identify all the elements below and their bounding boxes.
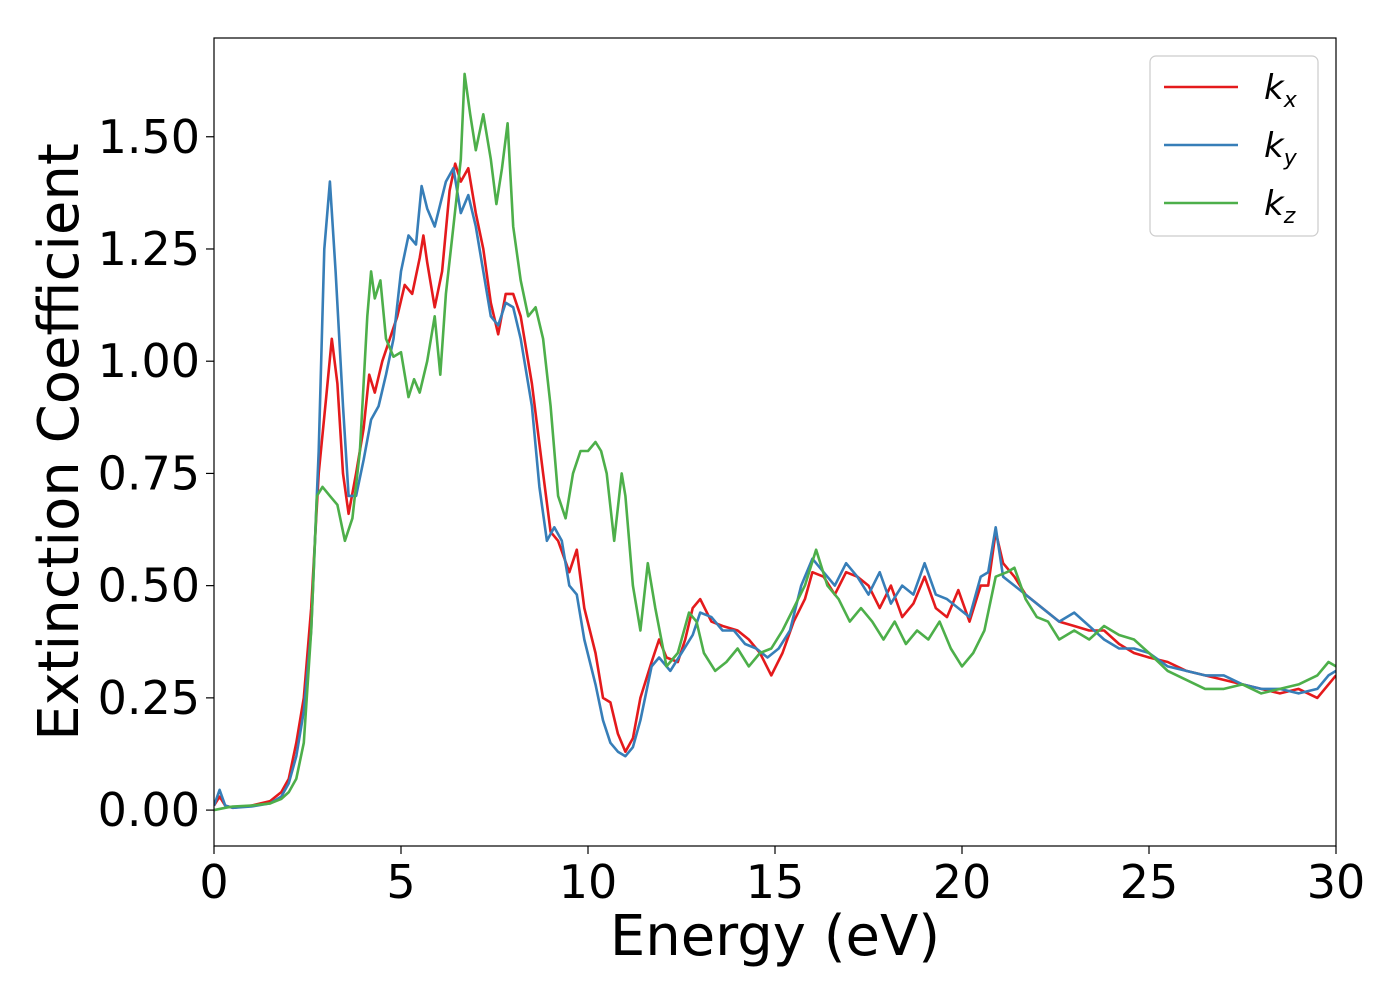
- x-tick-label: 25: [1120, 855, 1179, 909]
- y-tick-label: 0.50: [98, 559, 200, 613]
- y-tick-label: 1.25: [98, 222, 200, 276]
- series-line-ky: [214, 166, 1336, 810]
- series-line-kx: [214, 162, 1336, 810]
- y-tick-label: 0.00: [98, 783, 200, 837]
- x-tick-label: 10: [559, 855, 618, 909]
- x-axis-label: Energy (eV): [610, 904, 940, 969]
- x-tick-label: 0: [199, 855, 228, 909]
- y-tick-label: 1.00: [98, 334, 200, 388]
- y-tick-label: 1.50: [98, 110, 200, 164]
- y-tick-label: 0.75: [98, 446, 200, 500]
- y-tick-label: 0.25: [98, 671, 200, 725]
- series-layer: [214, 72, 1336, 812]
- x-tick-label: 5: [386, 855, 415, 909]
- series-line-kz: [214, 72, 1336, 812]
- x-tick-label: 15: [746, 855, 805, 909]
- y-axis-label: Extinction Coefficient: [27, 143, 92, 741]
- x-tick-label: 30: [1307, 855, 1366, 909]
- ticks-layer: 0 5 10 15 20 25 30 0.00 0.25 0.50 0.75 1.00 1.25 1.50: [98, 110, 1366, 909]
- x-tick-label: 20: [933, 855, 992, 909]
